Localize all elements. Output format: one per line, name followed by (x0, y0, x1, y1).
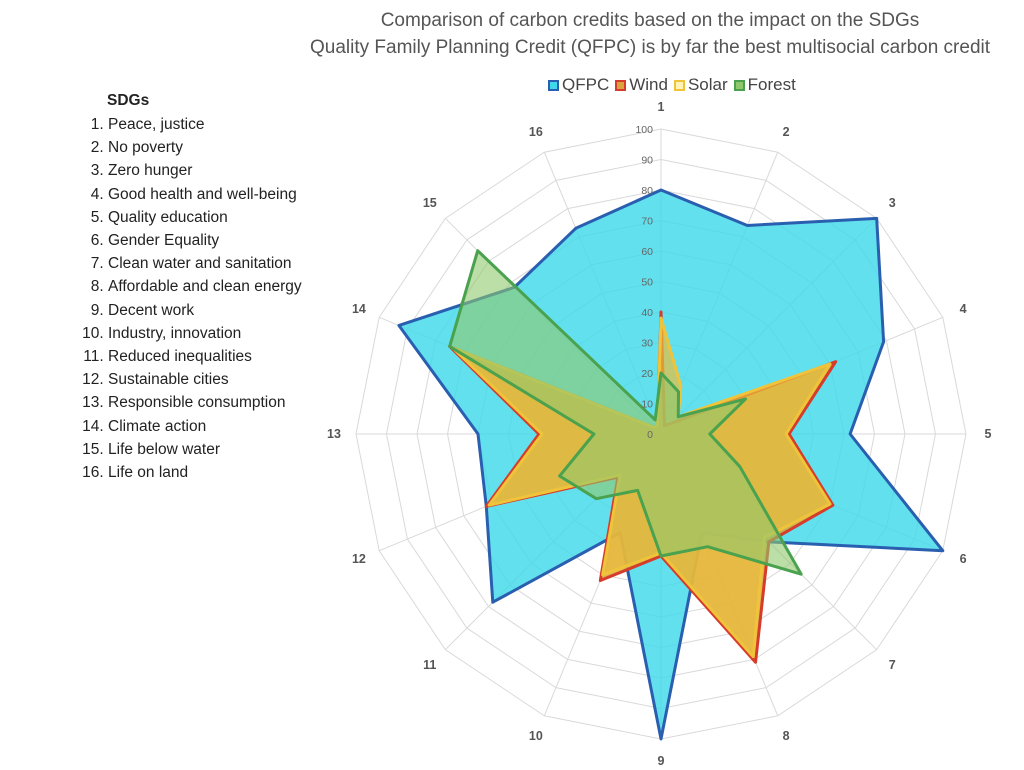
axis-label-11: 11 (423, 658, 436, 672)
sdg-item-14: Climate action (108, 415, 302, 438)
sdg-list: Peace, justice No poverty Zero hunger Go… (80, 113, 302, 484)
sdg-item-3: Zero hunger (108, 159, 302, 182)
legend-item-forest: Forest (733, 75, 796, 95)
legend-swatch-wind (615, 79, 627, 91)
axis-label-4: 4 (960, 302, 967, 316)
sdg-item-1: Peace, justice (108, 113, 302, 136)
tick-label-100: 100 (635, 124, 653, 136)
sdg-item-11: Reduced inequalities (108, 345, 302, 368)
axis-label-2: 2 (783, 125, 790, 139)
axis-label-1: 1 (658, 100, 665, 114)
axis-label-13: 13 (327, 427, 341, 441)
sdg-item-4: Good health and well-being (108, 183, 302, 206)
sdg-item-9: Decent work (108, 299, 302, 322)
axis-label-3: 3 (889, 196, 896, 210)
sdg-item-6: Gender Equality (108, 229, 302, 252)
tick-label-70: 70 (641, 216, 653, 228)
axis-label-5: 5 (985, 427, 992, 441)
sdg-item-13: Responsible consumption (108, 391, 302, 414)
tick-label-50: 50 (641, 277, 653, 289)
sdg-item-5: Quality education (108, 206, 302, 229)
sdg-item-7: Clean water and sanitation (108, 252, 302, 275)
sdg-item-12: Sustainable cities (108, 368, 302, 391)
tick-label-30: 30 (641, 338, 653, 350)
axis-label-6: 6 (960, 552, 967, 566)
chart-subtitle: Quality Family Planning Credit (QFPC) is… (309, 37, 991, 58)
legend-item-wind: Wind (615, 75, 668, 95)
sdg-item-16: Life on land (108, 461, 302, 484)
tick-label-10: 10 (641, 399, 653, 411)
chart-legend: QFPC Wind Solar Forest (548, 75, 796, 95)
sdg-item-10: Industry, innovation (108, 322, 302, 345)
radar-tick-labels: 0 10 20 30 40 50 60 70 80 90 100 (635, 124, 653, 441)
sdg-list-panel: SDGs Peace, justice No poverty Zero hung… (80, 92, 302, 484)
tick-label-40: 40 (641, 307, 653, 319)
tick-label-60: 60 (641, 246, 653, 258)
axis-label-9: 9 (658, 754, 665, 768)
sdg-item-2: No poverty (108, 136, 302, 159)
legend-swatch-solar (673, 79, 685, 91)
axis-label-8: 8 (783, 729, 790, 743)
tick-label-90: 90 (641, 155, 653, 167)
sdg-item-15: Life below water (108, 438, 302, 461)
tick-label-0: 0 (647, 429, 653, 441)
legend-label-solar: Solar (687, 75, 728, 94)
axis-label-14: 14 (352, 302, 366, 316)
sdg-item-8: Affordable and clean energy (108, 275, 302, 298)
axis-label-7: 7 (889, 658, 896, 672)
legend-swatch-qfpc (548, 79, 559, 91)
legend-label-wind: Wind (629, 75, 668, 94)
tick-label-80: 80 (641, 185, 653, 197)
tick-label-20: 20 (641, 368, 653, 380)
series-area-forest (448, 249, 803, 576)
chart-title: Comparison of carbon credits based on th… (380, 10, 920, 31)
sdg-list-title: SDGs (107, 92, 150, 109)
legend-item-solar: Solar (673, 75, 728, 95)
legend-label-qfpc: QFPC (562, 75, 610, 94)
axis-label-12: 12 (352, 552, 366, 566)
radar-series-layer (397, 188, 945, 741)
axis-label-15: 15 (423, 196, 437, 210)
axis-label-10: 10 (529, 729, 543, 743)
legend-label-forest: Forest (747, 75, 796, 94)
legend-swatch-forest (733, 79, 745, 91)
axis-label-16: 16 (529, 125, 543, 139)
legend-item-qfpc: QFPC (548, 75, 609, 95)
